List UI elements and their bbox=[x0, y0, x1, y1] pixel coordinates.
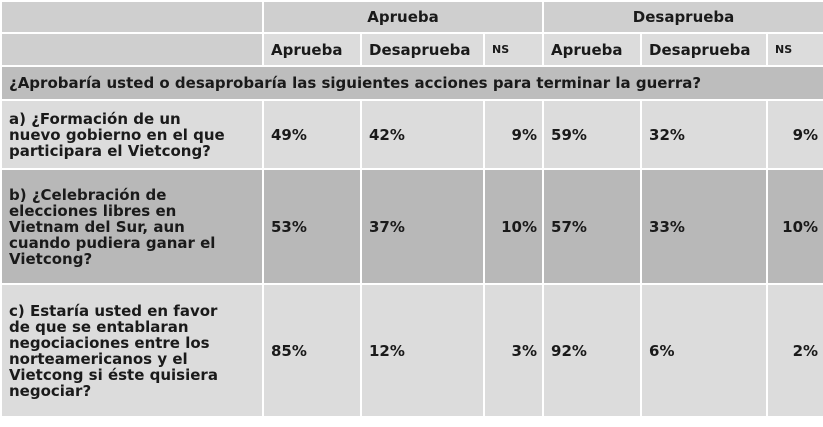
section-title-row: ¿Aprobaría usted o desaprobaría las sigu… bbox=[0, 65, 823, 101]
question-line: cuando pudiera ganar el bbox=[9, 233, 216, 252]
value-cell: 12% bbox=[360, 283, 485, 418]
question-line: de que se entablaran bbox=[9, 317, 189, 336]
section-title: ¿Aprobaría usted o desaprobaría las sigu… bbox=[0, 65, 823, 101]
value-cell: 53% bbox=[262, 168, 362, 285]
value-cell: 9% bbox=[766, 99, 823, 170]
question-line: nuevo gobierno en el que bbox=[9, 125, 225, 144]
subheader-aprueba-2: Aprueba bbox=[542, 32, 643, 67]
question-line: elecciones libres en bbox=[9, 201, 177, 220]
value-cell: 3% bbox=[482, 283, 545, 418]
group-header-aprueba: Aprueba bbox=[261, 0, 545, 34]
question-line: c) Estaría usted en favor bbox=[9, 301, 218, 320]
subheader-ns-2: NS bbox=[766, 32, 823, 67]
question-line: a) ¿Formación de un bbox=[9, 109, 181, 128]
question-cell-b: b) ¿Celebración de elecciones libres en … bbox=[0, 168, 264, 285]
value-cell: 92% bbox=[542, 283, 643, 418]
empty-subheader-cell bbox=[0, 32, 264, 67]
subheader-desaprueba-2: Desaprueba bbox=[640, 32, 769, 67]
question-cell-c: c) Estaría usted en favor de que se enta… bbox=[0, 283, 264, 418]
table-row: b) ¿Celebración de elecciones libres en … bbox=[0, 168, 823, 285]
subheader-desaprueba-1: Desaprueba bbox=[360, 32, 485, 67]
value-cell: 6% bbox=[640, 283, 769, 418]
question-line: Vietnam del Sur, aun bbox=[9, 217, 185, 236]
value-cell: 59% bbox=[542, 99, 643, 170]
value-cell: 49% bbox=[262, 99, 362, 170]
subheader-aprueba-1: Aprueba bbox=[262, 32, 362, 67]
subheader-row: Aprueba Desaprueba NS Aprueba Desaprueba… bbox=[0, 32, 823, 67]
question-line: b) ¿Celebración de bbox=[9, 185, 167, 204]
value-cell: 57% bbox=[542, 168, 643, 285]
question-line: Vietcong? bbox=[9, 249, 93, 268]
empty-corner-cell bbox=[0, 0, 264, 34]
question-line: negociaciones entre los bbox=[9, 333, 210, 352]
group-header-desaprueba: Desaprueba bbox=[542, 0, 823, 34]
table-row: a) ¿Formación de un nuevo gobierno en el… bbox=[0, 99, 823, 170]
value-cell: 9% bbox=[482, 99, 545, 170]
group-header-row: Aprueba Desaprueba bbox=[0, 0, 823, 34]
value-cell: 10% bbox=[482, 168, 545, 285]
value-cell: 37% bbox=[360, 168, 485, 285]
survey-table: Aprueba Desaprueba Aprueba Desaprueba NS… bbox=[0, 0, 823, 418]
value-cell: 42% bbox=[360, 99, 485, 170]
value-cell: 32% bbox=[640, 99, 769, 170]
question-line: participara el Vietcong? bbox=[9, 141, 211, 160]
value-cell: 10% bbox=[766, 168, 823, 285]
subheader-ns-1: NS bbox=[482, 32, 545, 67]
question-line: norteamericanos y el bbox=[9, 349, 188, 368]
question-line: Vietcong si éste quisiera bbox=[9, 365, 218, 384]
value-cell: 33% bbox=[640, 168, 769, 285]
value-cell: 85% bbox=[262, 283, 362, 418]
question-cell-a: a) ¿Formación de un nuevo gobierno en el… bbox=[0, 99, 264, 170]
question-line: negociar? bbox=[9, 381, 92, 400]
value-cell: 2% bbox=[766, 283, 823, 418]
table-row: c) Estaría usted en favor de que se enta… bbox=[0, 283, 823, 418]
